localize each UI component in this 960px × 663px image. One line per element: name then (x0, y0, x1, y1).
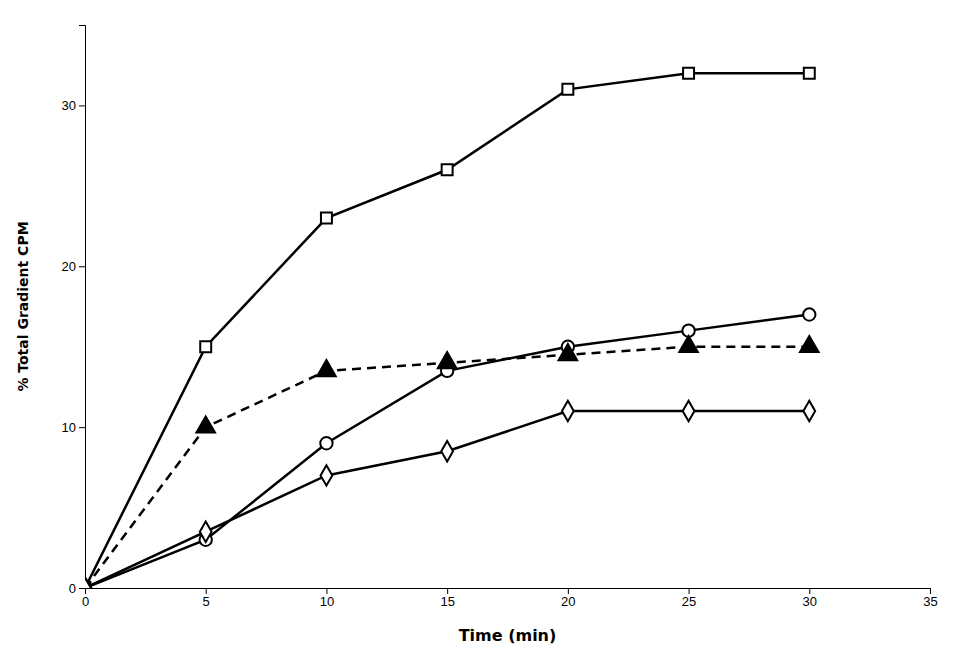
y-tick-label: 0 (69, 581, 76, 596)
point (683, 401, 695, 421)
y-axis: 0 10 20 30 (62, 26, 86, 596)
point (438, 352, 457, 368)
point (200, 341, 211, 352)
series-line (85, 411, 809, 588)
y-tick-mark (79, 105, 85, 106)
y-tick: 20 (62, 259, 85, 274)
point (803, 401, 815, 421)
point (317, 360, 336, 376)
series (85, 308, 815, 588)
point (85, 578, 91, 588)
x-tick: 15 (440, 588, 454, 609)
point (562, 401, 574, 421)
x-tick: 5 (203, 588, 210, 609)
x-tick: 25 (682, 588, 696, 609)
point (562, 84, 573, 95)
x-tick-label: 30 (803, 594, 817, 609)
point (200, 522, 212, 542)
y-tick-mark (79, 427, 85, 428)
x-tick: 20 (561, 588, 575, 609)
series (85, 401, 815, 588)
x-tick-label: 25 (682, 594, 696, 609)
x-tick-label: 15 (440, 594, 454, 609)
y-tick-mark (79, 266, 85, 267)
x-tick: 35 (923, 588, 937, 609)
point (559, 344, 578, 360)
point (196, 416, 215, 432)
x-axis: 0 5 10 15 20 25 30 35 (82, 588, 938, 609)
y-tick: 0 (69, 581, 85, 596)
point (441, 441, 453, 461)
series-line (85, 347, 809, 588)
x-tick-mark (206, 588, 207, 594)
x-tick-mark (930, 588, 931, 594)
point (683, 68, 694, 79)
point (804, 68, 815, 79)
x-tick-label: 35 (923, 594, 937, 609)
series-line (85, 73, 809, 588)
x-tick-mark (689, 588, 690, 594)
x-tick-label: 10 (320, 594, 334, 609)
point (442, 164, 453, 175)
point (320, 437, 332, 449)
y-tick-label: 20 (62, 259, 76, 274)
x-axis-title: Time (min) (459, 626, 557, 645)
x-axis-line (86, 589, 931, 595)
x-tick-mark (326, 588, 327, 594)
x-tick-label: 0 (82, 594, 89, 609)
y-tick: 10 (62, 420, 85, 435)
x-tick: 30 (803, 588, 817, 609)
y-tick-label: 10 (62, 420, 76, 435)
x-tick-mark (809, 588, 810, 594)
x-tick-mark (568, 588, 569, 594)
x-tick: 0 (82, 588, 89, 609)
point (321, 213, 332, 224)
x-tick-label: 20 (561, 594, 575, 609)
y-tick-label: 30 (62, 98, 76, 113)
y-tick-mark (79, 588, 85, 589)
point (321, 465, 333, 485)
x-tick: 10 (320, 588, 334, 609)
x-tick-mark (447, 588, 448, 594)
plot-area (85, 68, 819, 588)
chart: 0 5 10 15 20 25 30 35 0 10 20 30 Time (min) % Total G… (0, 0, 960, 663)
point (679, 336, 698, 352)
y-axis-title: % Total Gradient CPM (15, 221, 31, 391)
series (85, 68, 815, 588)
point (803, 308, 815, 320)
point (800, 336, 819, 352)
x-tick-label: 5 (203, 594, 210, 609)
series (85, 336, 819, 588)
y-tick: 30 (62, 98, 85, 113)
series-line (85, 315, 809, 588)
y-axis-line (79, 26, 86, 589)
